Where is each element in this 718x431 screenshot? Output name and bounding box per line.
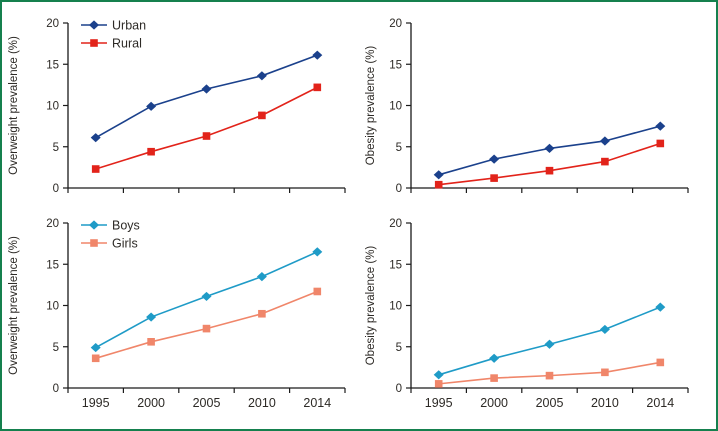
y-tick-label: 0 (53, 183, 59, 195)
data-point-girls-1995 (91, 354, 100, 363)
data-point-rural-2014 (313, 83, 322, 92)
legend-diamond-icon (89, 20, 99, 30)
data-point-girls-2005 (202, 324, 211, 333)
data-point-rural-2005 (545, 166, 554, 175)
data-point-boys-2005 (201, 291, 212, 302)
y-tick-label: 15 (389, 259, 402, 271)
chart-panel-obesity-urban-rural: 0 5 10 15 20 Obesity prevalence (%) (359, 2, 716, 211)
data-point-urban-2000 (489, 154, 500, 164)
data-point-rural-1995 (434, 180, 443, 189)
y-tick-label: 0 (396, 383, 402, 395)
legend-label-urban: Urban (112, 19, 146, 33)
legend-label-boys: Boys (112, 219, 140, 233)
data-point-rural-1995 (91, 165, 100, 173)
y-tick-label: 10 (389, 101, 402, 113)
obesity-urban-rural-chart: 0 5 10 15 20 Obesity prevalence (%) (365, 18, 689, 195)
x-tick-label: 2005 (193, 396, 221, 410)
data-point-girls-2014 (656, 358, 665, 367)
y-axis-title: Overweight prevalence (%) (8, 36, 20, 175)
y-axis-title: Obesity prevalence (%) (365, 246, 377, 366)
x-tick-label: 2000 (137, 396, 165, 410)
data-point-rural-2010 (258, 111, 266, 120)
y-axis-title: Overweight prevalence (%) (8, 236, 20, 375)
data-point-girls-2000 (490, 374, 498, 382)
data-point-boys-2014 (312, 247, 323, 257)
chart-panel-overweight-urban-rural: 0 5 10 15 20 Overweight prevalence (%) Urban Ru… (2, 2, 359, 211)
legend-square-icon (90, 39, 98, 47)
data-point-urban-2000 (146, 101, 157, 111)
data-point-boys-2010 (599, 324, 610, 335)
data-point-rural-2014 (656, 139, 665, 148)
chart-panel-obesity-boys-girls: 0 5 10 15 20 1995 2000 2005 2010 2014 Obesity prev… (359, 211, 716, 429)
data-point-urban-2014 (312, 50, 323, 60)
y-tick-label: 5 (53, 342, 59, 354)
data-point-urban-2010 (599, 136, 610, 146)
data-point-girls-1995 (434, 380, 443, 388)
overweight-urban-rural-chart: 0 5 10 15 20 Overweight prevalence (%) Urban Ru… (8, 18, 346, 195)
y-tick-label: 5 (53, 142, 59, 154)
y-axis-title: Obesity prevalence (%) (365, 46, 377, 166)
x-tick-label: 2010 (248, 396, 276, 410)
y-tick-label: 5 (396, 142, 402, 154)
data-point-rural-2000 (147, 147, 155, 156)
x-tick-label: 2014 (646, 396, 674, 410)
data-point-urban-2014 (655, 121, 666, 131)
data-point-girls-2010 (601, 368, 609, 377)
data-point-boys-2014 (655, 302, 666, 312)
data-point-urban-1995 (433, 170, 444, 180)
data-point-girls-2000 (147, 338, 155, 346)
data-point-boys-2000 (146, 312, 157, 322)
data-point-urban-2005 (544, 143, 555, 153)
legend-square-icon (90, 239, 98, 247)
x-tick-label: 1995 (425, 396, 453, 410)
overweight-boys-girls-chart: 0 5 10 15 20 1995 2000 2005 2010 2014 Overweight p… (8, 218, 346, 410)
data-point-girls-2014 (313, 287, 322, 296)
data-point-urban-2005 (201, 84, 212, 94)
obesity-boys-girls-chart: 0 5 10 15 20 1995 2000 2005 2010 2014 Obesity prev… (365, 218, 689, 410)
data-point-boys-1995 (90, 342, 101, 353)
x-tick-label: 2010 (591, 396, 619, 410)
legend-label-girls: Girls (112, 237, 138, 251)
data-point-boys-2005 (544, 339, 555, 349)
x-tick-label: 2000 (480, 396, 508, 410)
y-tick-label: 5 (396, 342, 402, 354)
y-tick-label: 20 (46, 18, 59, 30)
y-tick-label: 20 (46, 218, 59, 230)
y-tick-label: 0 (396, 183, 402, 195)
series-line-rural (95, 86, 318, 170)
data-point-urban-2010 (256, 71, 267, 81)
chart-panel-overweight-boys-girls: 0 5 10 15 20 1995 2000 2005 2010 2014 Overweight p… (2, 211, 359, 429)
legend-label-rural: Rural (112, 37, 142, 51)
y-tick-label: 10 (389, 301, 402, 313)
y-tick-label: 20 (389, 18, 402, 30)
y-tick-label: 0 (53, 383, 59, 395)
y-tick-label: 15 (389, 59, 402, 71)
series-line-urban (95, 54, 318, 139)
y-tick-label: 10 (46, 301, 59, 313)
data-point-boys-1995 (433, 370, 444, 380)
data-point-urban-1995 (90, 133, 101, 143)
y-tick-label: 15 (46, 59, 59, 71)
x-tick-label: 1995 (82, 396, 110, 410)
data-point-rural-2005 (202, 132, 211, 140)
data-point-rural-2010 (601, 157, 609, 166)
x-tick-label: 2005 (536, 396, 564, 410)
x-tick-label: 2014 (303, 396, 331, 410)
y-tick-label: 15 (46, 259, 59, 271)
y-tick-label: 10 (46, 101, 59, 113)
data-point-rural-2000 (490, 174, 498, 182)
legend-diamond-icon (89, 220, 99, 230)
data-point-boys-2000 (489, 353, 500, 363)
data-point-girls-2005 (545, 371, 554, 380)
data-point-girls-2010 (258, 309, 266, 318)
data-point-boys-2010 (256, 272, 267, 282)
y-tick-label: 20 (389, 218, 402, 230)
